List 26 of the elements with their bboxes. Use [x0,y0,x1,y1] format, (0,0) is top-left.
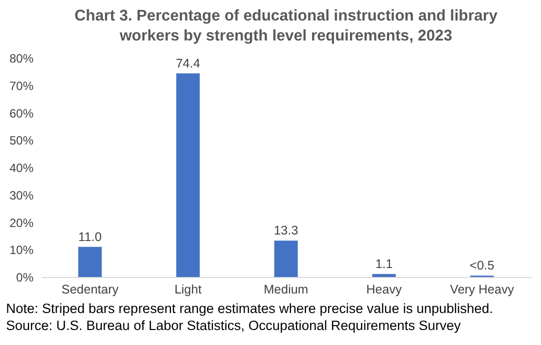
y-tick-label: 60% [9,106,34,120]
y-tick-label: 80% [9,52,34,66]
x-tick-label: Heavy [366,282,402,296]
y-tick-label: 0% [16,270,34,284]
source-note: Source: U.S. Bureau of Labor Statistics, Occupational Requirements Survey [6,317,462,334]
y-tick-label: 50% [9,134,34,148]
data-label: <0.5 [470,258,494,273]
data-label: 1.1 [375,256,393,271]
y-tick-label: 40% [9,161,34,175]
x-tick-label: Sedentary [62,282,120,296]
x-tick-label: Medium [264,282,308,296]
data-label: 11.0 [78,230,102,244]
x-tick-label: Very Heavy [450,282,515,296]
y-tick-label: 10% [9,243,34,258]
bar [274,240,298,277]
bar [176,73,200,277]
x-tick-label: Light [174,282,202,296]
chart-title: Chart 3. Percentage of educational instruction and library workers by strength level requirements, 2023 [74,8,498,44]
bar [78,246,102,277]
data-label: 13.3 [274,224,298,238]
y-tick-label: 30% [9,188,34,202]
y-tick-label: 70% [9,78,34,93]
bar [372,274,396,277]
text: Note: Striped bars represent range estimates where precise value is unpublished. [6,300,494,317]
y-tick-label: 20% [9,216,34,230]
data-label: 74.4 [176,56,200,70]
